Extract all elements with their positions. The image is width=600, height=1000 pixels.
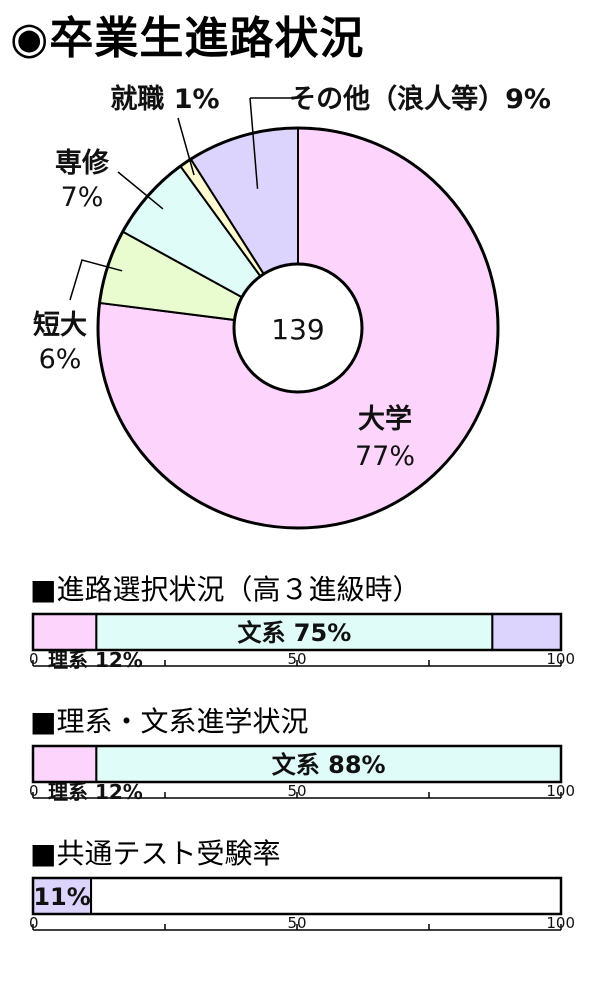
- label-university-name: 大学: [358, 403, 412, 435]
- bar2-segment-science: [32, 745, 98, 783]
- bar3-tick-label-0: 0: [29, 914, 39, 932]
- label-employment: 就職 1%: [110, 84, 219, 115]
- leader-other-diag: [249, 97, 259, 189]
- bar2-outline: [31, 744, 563, 784]
- bar1-tick-label-2: 100: [546, 650, 575, 668]
- bar2-tick-label-1: 50: [287, 782, 306, 800]
- pie-outline: [96, 126, 500, 530]
- bar1-title: ■進路選択状況（高３進級時）: [30, 573, 421, 606]
- bar1-segment-label-humanities: 文系 75%: [237, 619, 351, 647]
- bar3-segment-label-undecided: 11%: [33, 883, 90, 911]
- label-university-value: 77%: [355, 441, 415, 472]
- label-vocational-value: 7%: [61, 182, 104, 213]
- pie-center-label: 139: [271, 313, 324, 346]
- bar1-tick-label-0: 0: [29, 650, 39, 668]
- label-vocational-name: 専修: [55, 148, 110, 179]
- leader-employment: [177, 117, 195, 176]
- bar3-tick-label-1: 50: [287, 914, 306, 932]
- bar2-title: ■理系・文系進学状況: [30, 705, 309, 738]
- label-junior-college-value: 6%: [39, 344, 82, 375]
- bar3-outline: [31, 876, 563, 916]
- bar1-outline: [31, 612, 563, 652]
- bar1-segment-undecided: [491, 613, 562, 651]
- bar2-note: 理系 12%: [48, 780, 143, 804]
- bar1-tick-label-1: 50: [287, 650, 306, 668]
- bar1-segment-science: [32, 613, 98, 651]
- bar3-title: ■共通テスト受験率: [30, 837, 281, 870]
- label-junior-college-name: 短大: [33, 310, 87, 341]
- label-other: その他（浪人等）9%: [289, 83, 551, 115]
- pie-center-hole: [232, 262, 364, 394]
- leader-junior-college: [69, 259, 123, 301]
- bar3-tick-label-2: 100: [546, 914, 575, 932]
- leader-vocational: [117, 171, 164, 210]
- bar2-tick-label-0: 0: [29, 782, 39, 800]
- bar3-segment-blank: [90, 877, 563, 915]
- bar2-segment-label-humanities: 文系 88%: [272, 751, 386, 779]
- page-title: ◉卒業生進路状況: [10, 13, 365, 64]
- bar1-note: 理系 12%: [48, 648, 143, 672]
- bar2-tick-label-2: 100: [546, 782, 575, 800]
